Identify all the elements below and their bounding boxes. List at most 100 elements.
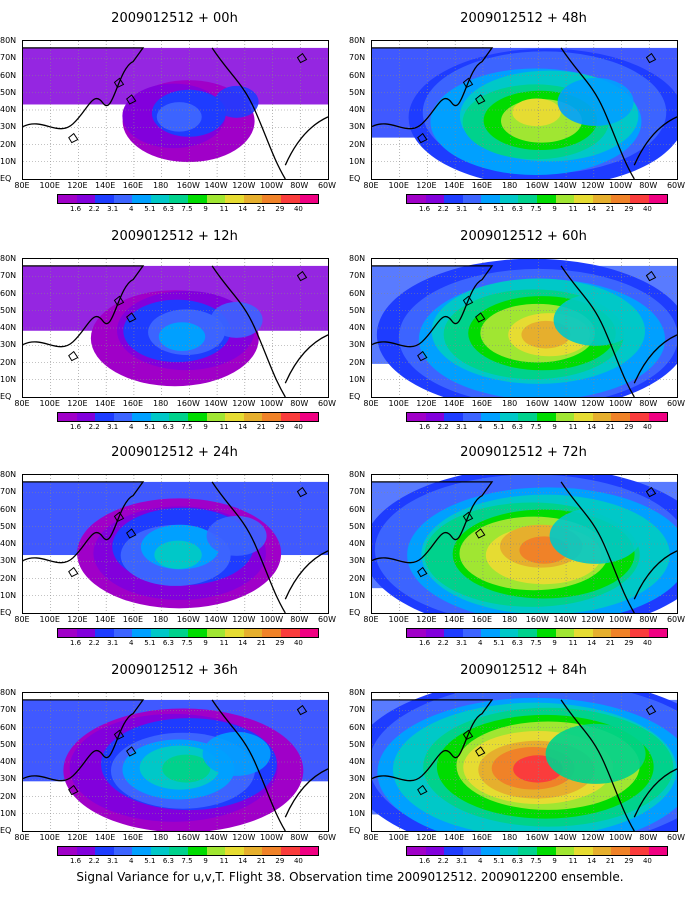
colorbar-label: 9	[552, 857, 557, 865]
lat-label: EQ	[0, 608, 12, 617]
lon-label: 60W	[666, 399, 686, 408]
lat-label: 40N	[0, 323, 17, 332]
colorbar	[57, 194, 319, 204]
map-svg	[23, 475, 328, 613]
lat-label: 30N	[349, 340, 366, 350]
colorbar-label: 9	[552, 639, 557, 647]
island-outline	[462, 295, 474, 307]
island-outline	[296, 704, 308, 716]
lat-label: 70N	[349, 705, 366, 715]
colorbar-label: 6.3	[162, 857, 174, 865]
colorbar-swatch	[188, 847, 207, 855]
colorbar-swatch	[243, 629, 263, 637]
lat-label: 50N	[0, 305, 17, 315]
colorbar-label: 11	[219, 639, 229, 647]
colorbar-swatch	[629, 195, 649, 203]
colorbar-swatch	[188, 195, 207, 203]
colorbar-swatch	[611, 413, 630, 421]
island-outline	[68, 132, 79, 144]
asia-coastline	[372, 481, 494, 564]
colorbar-swatch	[280, 629, 300, 637]
colorbar-swatch	[188, 629, 207, 637]
colorbar-swatch	[629, 847, 649, 855]
island-outline	[475, 528, 486, 539]
lon-label: 120W	[581, 833, 605, 842]
lat-label: 20N	[349, 791, 366, 801]
colorbar-label: 29	[624, 205, 634, 213]
map-svg	[23, 259, 328, 397]
colorbar-swatch	[574, 195, 593, 203]
panel-title: 2009012512 + 00h	[111, 11, 238, 26]
colorbar-swatch	[76, 847, 96, 855]
colorbar-label: 6.3	[511, 857, 523, 865]
lon-label: 60W	[317, 615, 337, 624]
colorbar-swatch	[518, 195, 538, 203]
colorbar-label: 5.1	[144, 857, 156, 865]
lon-label: 140W	[553, 399, 577, 408]
colorbar-swatch	[481, 195, 500, 203]
colorbar-swatch	[280, 847, 300, 855]
colorbar	[406, 846, 668, 856]
lon-label: 80E	[363, 181, 379, 190]
asia-coastline	[372, 47, 494, 130]
colorbar-label: 4	[129, 857, 134, 865]
island-outline	[126, 528, 137, 539]
island-outline	[113, 295, 125, 307]
lon-label: 140E	[95, 615, 116, 624]
lon-label: 140E	[95, 399, 116, 408]
colorbar-label: 3.1	[107, 857, 119, 865]
colorbar-swatch	[95, 413, 114, 421]
lon-label: 140E	[95, 833, 116, 842]
colorbar-label: 5.1	[493, 857, 505, 865]
colorbar-label: 6.3	[511, 205, 523, 213]
lon-label: 180	[501, 833, 518, 842]
map-svg	[372, 259, 677, 397]
colorbar	[406, 412, 668, 422]
lat-label: 40N	[0, 539, 17, 548]
lon-label: 160E	[122, 615, 144, 624]
colorbar-label: 2.2	[437, 639, 449, 647]
island-outline	[296, 52, 308, 64]
lon-label: 100W	[608, 833, 633, 842]
colorbar-swatch	[592, 847, 612, 855]
colorbar-swatch	[262, 413, 281, 421]
field-contour	[512, 98, 561, 127]
lon-label: 160W	[176, 181, 200, 190]
lon-label: 180	[152, 181, 169, 190]
gulf-coastline	[633, 116, 677, 166]
colorbar-label: 3.1	[456, 857, 468, 865]
lat-label: 80N	[0, 688, 17, 697]
colorbar-label: 3.1	[107, 639, 119, 647]
colorbar-swatch	[169, 629, 189, 637]
lat-label: 30N	[0, 122, 17, 132]
colorbar-label: 40	[293, 205, 303, 213]
asia-coastline	[23, 47, 145, 130]
map-svg	[372, 41, 677, 179]
colorbar-swatch	[425, 629, 445, 637]
colorbar-label: 14	[238, 857, 248, 865]
island-outline	[126, 312, 137, 323]
colorbar-swatch	[206, 195, 226, 203]
lat-label: 80N	[0, 36, 17, 45]
lon-label: 100E	[388, 833, 409, 842]
lat-label: 60N	[349, 722, 366, 732]
lon-label: 140W	[204, 615, 228, 624]
colorbar-label: 21	[605, 205, 615, 213]
colorbar-label: 6.3	[511, 423, 523, 431]
colorbar-label: 21	[256, 639, 266, 647]
colorbar-swatch	[425, 847, 445, 855]
colorbar-label: 5.1	[144, 205, 156, 213]
colorbar	[57, 412, 319, 422]
field-lobe	[549, 507, 642, 564]
field-lobe	[557, 77, 634, 126]
lat-label: 50N	[0, 87, 17, 97]
colorbar-label: 14	[587, 205, 597, 213]
lat-label: EQ	[0, 392, 12, 401]
island-outline	[645, 486, 657, 498]
colorbar-swatch	[169, 195, 189, 203]
colorbar-swatch	[648, 629, 668, 637]
lon-label: 140E	[444, 615, 465, 624]
colorbar-label: 6.3	[162, 423, 174, 431]
lon-label: 120E	[416, 399, 437, 408]
colorbar-swatch	[407, 847, 426, 855]
